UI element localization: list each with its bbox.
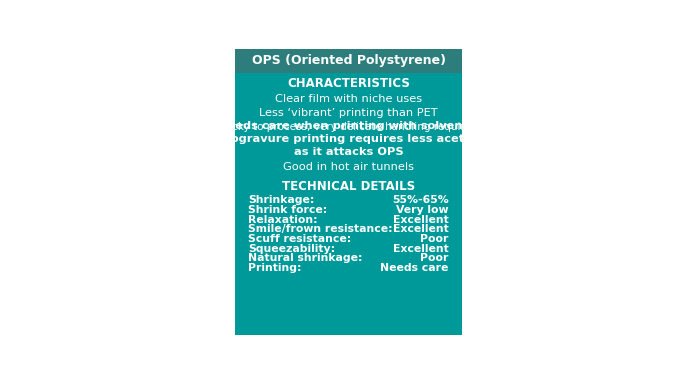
Text: Needs care: Needs care (380, 263, 449, 273)
Text: Very low: Very low (396, 205, 449, 215)
Text: OPS (Oriented Polystyrene): OPS (Oriented Polystyrene) (252, 54, 445, 67)
FancyBboxPatch shape (235, 73, 462, 335)
Text: Poor: Poor (420, 253, 449, 263)
Text: Smile/frown resistance:: Smile/frown resistance: (248, 224, 393, 234)
Text: Less ‘vibrant’ printing than PET: Less ‘vibrant’ printing than PET (259, 108, 438, 118)
Text: Needs care when printing with solvents:
rotogravure printing requires less aceta: Needs care when printing with solvents: … (212, 122, 485, 157)
Text: Printing:: Printing: (248, 263, 302, 273)
Text: Relaxation:: Relaxation: (248, 215, 318, 225)
Text: TECHNICAL DETAILS: TECHNICAL DETAILS (282, 180, 415, 193)
Text: CHARACTERISTICS: CHARACTERISTICS (287, 77, 410, 90)
Text: Excellent: Excellent (393, 215, 449, 225)
FancyBboxPatch shape (235, 49, 462, 73)
Text: Scuff resistance:: Scuff resistance: (248, 234, 352, 244)
Text: Shrink force:: Shrink force: (248, 205, 328, 215)
Text: Squeezability:: Squeezability: (248, 244, 335, 254)
Text: Clear film with niche uses: Clear film with niche uses (275, 94, 422, 104)
Text: Excellent: Excellent (393, 244, 449, 254)
Text: 55%-65%: 55%-65% (392, 195, 449, 205)
Text: Shrinkage:: Shrinkage: (248, 195, 315, 205)
Text: Excellent: Excellent (393, 224, 449, 234)
Text: Poor: Poor (420, 234, 449, 244)
Text: Tricky to process; very delicate handling required: Tricky to process; very delicate handlin… (220, 122, 477, 132)
Text: Good in hot air tunnels: Good in hot air tunnels (283, 162, 414, 172)
Text: Natural shrinkage:: Natural shrinkage: (248, 253, 363, 263)
